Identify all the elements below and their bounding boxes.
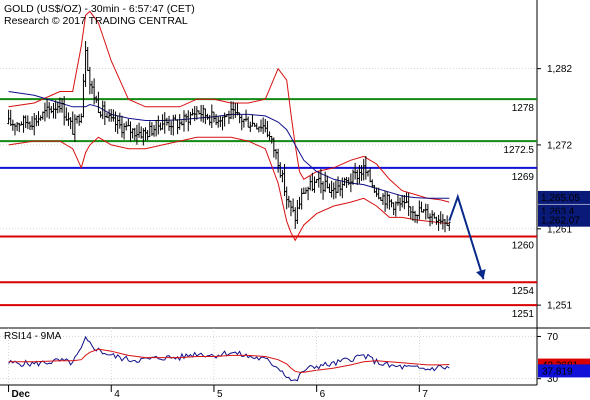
price-gridlines (0, 68, 537, 306)
x-tick-label: 5 (217, 389, 223, 400)
price-y-tick-label: 1,261 (547, 224, 572, 235)
x-tick-label: 6 (320, 389, 326, 400)
rsi-tag-box (538, 364, 590, 378)
chart-title: GOLD (US$/OZ) - 30min - 6:57:47 (CET) (4, 3, 195, 15)
level-label: 1272.5 (503, 145, 534, 156)
price-tags: 1,265.05 1,263.41,262.07 (538, 190, 590, 227)
price-tag-box (538, 190, 590, 204)
rsi-tag-label: 37.819 (542, 366, 573, 377)
x-tick-label: Dec (12, 389, 31, 400)
forecast-arrowhead (476, 269, 486, 280)
level-label: 1278 (512, 103, 535, 114)
level-label: 1260 (512, 240, 535, 251)
rsi-ma-line (8, 348, 450, 373)
rsi-title: RSI14 - 9MA (4, 331, 62, 342)
price-y-tick-label: 1,282 (547, 64, 572, 75)
level-label: 1254 (512, 286, 535, 297)
rsi-line (8, 335, 450, 382)
rsi-y-tick-label: 70 (547, 332, 559, 343)
level-label: 1251 (512, 309, 535, 320)
rsi-series-group (8, 335, 450, 382)
forecast-path (448, 193, 485, 280)
price-tag-label: 1,262.07 (541, 216, 580, 227)
rsi-y-ticks: 70 30 (537, 332, 559, 385)
rsi-gridlines (0, 336, 537, 379)
moving-average-line (8, 91, 450, 199)
support-resistance-levels: 1278 1272.5 1269 1260 1254 1251 (0, 98, 537, 320)
bollinger-bands (8, 10, 450, 242)
price-y-tick-label: 1,251 (547, 301, 572, 312)
price-y-ticks: 1,282 1,272 1,261 1,251 (537, 64, 572, 312)
chart-subtitle: Research © 2017 TRADING CENTRAL (4, 15, 188, 27)
forecast-path-group (448, 193, 486, 280)
rsi-y-tick-label: 30 (547, 374, 559, 385)
x-tick-label: 4 (114, 389, 120, 400)
bollinger-lower-line (8, 136, 450, 242)
price-tag-label: 1,263.4 (541, 207, 575, 218)
price-tag-label: 1,265.05 (541, 193, 580, 204)
price-tag-box (538, 213, 590, 227)
x-tick-label: 7 (422, 389, 428, 400)
price-series-group (7, 41, 451, 233)
rsi-tags: 43.368137.819 (538, 358, 590, 378)
x-ticks: Dec 4 5 6 7 (8, 328, 428, 400)
level-label: 1269 (512, 172, 535, 183)
rsi-panel: 70 30 43.368137.819 RSI14 - 9MA (0, 328, 590, 385)
bollinger-upper-line (8, 10, 450, 203)
price-y-tick-label: 1,272 (547, 140, 572, 151)
